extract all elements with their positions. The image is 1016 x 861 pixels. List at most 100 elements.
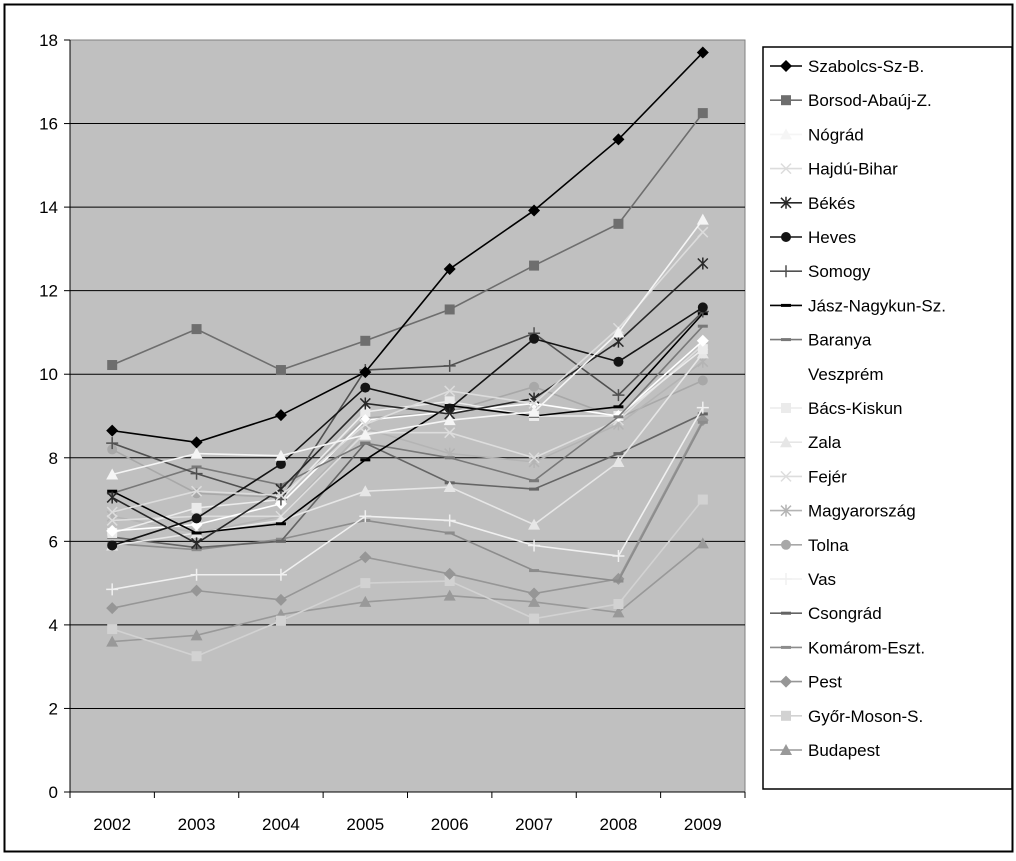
data-point <box>612 133 625 146</box>
data-point <box>696 401 709 414</box>
data-point <box>359 551 372 564</box>
legend-entry-3: Hajdú-Bihar <box>770 160 898 179</box>
series-8 <box>107 324 708 495</box>
legend-entry-18: Pest <box>770 673 842 692</box>
data-point <box>359 366 372 379</box>
legend-label: Pest <box>808 673 842 692</box>
series-line <box>112 421 704 582</box>
data-point <box>275 489 287 501</box>
legend-entry-10: Bács-Kiskun <box>770 399 902 418</box>
y-tick-label: 16 <box>39 115 58 134</box>
data-point <box>444 396 455 407</box>
legend-entry-1: Borsod-Abaúj-Z. <box>770 91 932 110</box>
data-point <box>444 385 456 397</box>
x-tick-label: 2003 <box>178 815 216 834</box>
series-line <box>111 499 704 658</box>
series-15 <box>106 401 709 596</box>
series-20 <box>106 537 709 647</box>
legend-swatch-marker <box>780 163 792 175</box>
legend-swatch-marker <box>780 60 792 72</box>
series-19 <box>107 494 708 662</box>
series-line <box>112 340 704 532</box>
data-point <box>528 452 540 464</box>
data-point <box>697 302 708 313</box>
legend-entry-11: Zala <box>770 433 842 452</box>
legend-entry-4: Békés <box>770 194 855 213</box>
legend-label: Jász-Nagykun-Sz. <box>808 296 946 315</box>
data-point <box>107 360 118 371</box>
series-line <box>111 348 704 534</box>
data-point <box>696 334 709 347</box>
legend-label: Bács-Kiskun <box>808 399 902 418</box>
legend-entry-13: Magyarország <box>770 502 916 521</box>
legend-swatch-marker <box>780 436 792 448</box>
data-point <box>696 537 709 549</box>
data-point <box>106 506 118 518</box>
grid-lines <box>70 39 745 709</box>
series-1 <box>107 108 708 376</box>
legend-swatch-marker <box>781 403 791 413</box>
legend-label: Somogy <box>808 262 871 281</box>
legend-swatch-marker <box>781 539 791 550</box>
data-point <box>359 485 372 497</box>
legend-swatch-marker <box>780 470 792 482</box>
data-point <box>444 427 456 439</box>
legend-label: Komárom-Eszt. <box>808 638 925 657</box>
data-point <box>191 502 202 513</box>
data-point <box>191 488 202 499</box>
legend-label: Csongrád <box>808 604 882 623</box>
legend-label: Borsod-Abaúj-Z. <box>808 91 932 110</box>
data-point <box>359 397 371 410</box>
data-point <box>612 335 624 348</box>
data-point <box>529 381 540 392</box>
data-point <box>106 514 118 526</box>
legend-swatch-marker <box>780 367 792 380</box>
legend-entry-17: Komárom-Eszt. <box>770 638 925 657</box>
data-point <box>359 510 372 523</box>
data-point <box>443 589 456 601</box>
data-point <box>613 218 624 229</box>
data-point <box>274 409 287 422</box>
series-line <box>111 262 704 545</box>
legend-label: Nógrád <box>808 125 864 144</box>
data-point <box>359 418 371 430</box>
x-tick-label: 2002 <box>93 815 131 834</box>
data-point <box>275 365 286 376</box>
series-line <box>112 542 704 643</box>
legend-label: Budapest <box>808 741 880 760</box>
y-tick-label: 18 <box>39 31 58 50</box>
legend-label: Vas <box>808 570 836 589</box>
series-line <box>112 51 704 444</box>
data-point <box>191 324 202 335</box>
data-point <box>528 204 541 217</box>
data-point <box>107 540 118 551</box>
data-point <box>360 578 371 589</box>
x-tick-label: 2007 <box>515 815 553 834</box>
data-point <box>106 437 119 450</box>
data-point <box>443 567 456 580</box>
legend-swatch-marker <box>781 232 791 242</box>
data-point <box>191 537 203 550</box>
legend-swatch-marker <box>780 573 792 585</box>
data-point <box>529 333 540 344</box>
data-point <box>360 406 371 417</box>
y-tick-label: 10 <box>39 365 58 384</box>
data-point <box>106 583 119 596</box>
legend-entry-2: Nógrád <box>770 125 864 144</box>
data-point <box>107 444 118 455</box>
data-point <box>529 613 540 624</box>
data-point <box>106 602 119 615</box>
data-point <box>696 213 709 225</box>
legend-swatch-marker <box>780 675 792 688</box>
y-tick-label: 12 <box>39 282 58 301</box>
legend-entry-19: Győr-Moson-S. <box>770 707 923 726</box>
data-point <box>697 257 709 270</box>
data-point <box>190 568 203 581</box>
data-point <box>274 593 287 606</box>
data-point <box>612 549 625 562</box>
data-point <box>528 539 541 552</box>
legend-swatch-marker <box>780 196 792 209</box>
data-point <box>612 606 625 618</box>
series-4 <box>106 257 709 550</box>
